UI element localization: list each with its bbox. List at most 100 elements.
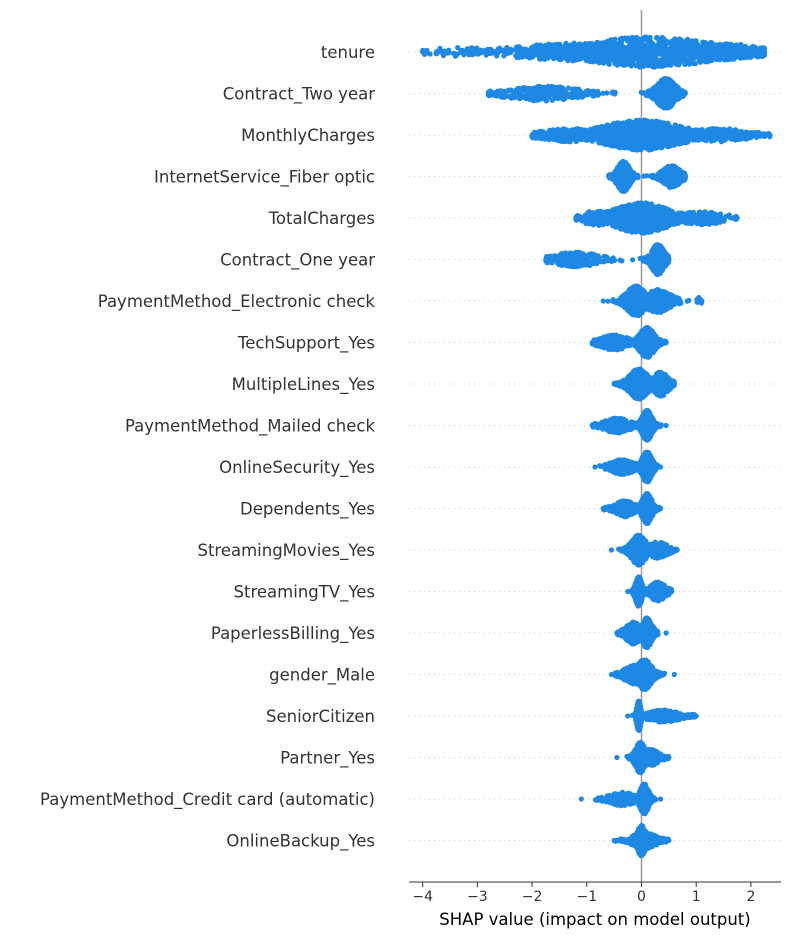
data-point xyxy=(618,144,624,150)
data-point xyxy=(541,86,548,92)
data-point xyxy=(579,129,585,135)
data-point xyxy=(709,42,715,48)
data-point xyxy=(490,90,496,96)
data-point xyxy=(552,137,558,143)
data-point xyxy=(543,46,549,52)
data-point xyxy=(537,133,543,140)
data-point xyxy=(505,87,511,93)
data-point xyxy=(680,133,686,139)
feature-row-points xyxy=(420,34,768,70)
data-point xyxy=(612,176,618,182)
data-point xyxy=(501,94,507,100)
data-point xyxy=(603,53,609,59)
data-point xyxy=(659,49,665,56)
data-point xyxy=(610,55,616,61)
data-point xyxy=(603,134,609,140)
data-point xyxy=(668,51,674,57)
data-point xyxy=(663,76,670,82)
data-point xyxy=(469,45,475,51)
data-point xyxy=(666,143,672,149)
data-point xyxy=(514,89,520,95)
data-point xyxy=(560,51,566,57)
data-point xyxy=(647,38,654,44)
data-point xyxy=(588,53,594,59)
data-point xyxy=(666,57,672,63)
data-point xyxy=(659,35,665,41)
data-point xyxy=(572,132,578,138)
data-point xyxy=(664,97,670,103)
data-point xyxy=(745,132,751,138)
data-point xyxy=(519,48,525,54)
data-points xyxy=(420,34,773,859)
data-point xyxy=(546,84,552,90)
data-point xyxy=(450,50,456,56)
data-point xyxy=(612,141,619,147)
data-point xyxy=(537,56,543,62)
data-point xyxy=(643,34,649,40)
data-point xyxy=(672,168,679,174)
data-point xyxy=(641,131,647,137)
data-point xyxy=(715,134,721,141)
data-point xyxy=(633,34,640,41)
data-point xyxy=(676,50,682,56)
data-point xyxy=(682,90,688,97)
data-point xyxy=(658,145,664,151)
data-point xyxy=(529,95,536,101)
data-point xyxy=(767,132,773,138)
data-point xyxy=(561,43,567,50)
data-point xyxy=(513,53,519,59)
data-point xyxy=(437,45,443,51)
data-point xyxy=(623,145,629,151)
data-point xyxy=(702,39,708,46)
data-point xyxy=(625,182,631,188)
data-point xyxy=(649,145,655,151)
data-point xyxy=(737,136,743,142)
data-point xyxy=(700,44,707,50)
data-point xyxy=(645,49,652,55)
data-point xyxy=(643,62,649,68)
data-point xyxy=(665,182,671,188)
data-point xyxy=(620,35,627,42)
data-point xyxy=(546,137,552,143)
data-point xyxy=(673,140,680,146)
data-point xyxy=(640,144,646,150)
data-point xyxy=(541,91,547,97)
data-point xyxy=(502,50,509,57)
data-point xyxy=(666,176,672,183)
data-point xyxy=(553,55,559,61)
data-point xyxy=(534,50,540,56)
data-point xyxy=(752,50,758,56)
data-point xyxy=(427,51,433,57)
data-point xyxy=(571,40,577,46)
data-point xyxy=(613,121,619,127)
data-point xyxy=(573,137,579,143)
data-point xyxy=(586,41,592,47)
data-point xyxy=(670,79,676,86)
data-point xyxy=(748,45,754,51)
feature-row-points xyxy=(485,75,688,111)
data-point xyxy=(619,122,625,128)
data-point xyxy=(716,128,722,134)
data-point xyxy=(663,39,669,45)
data-point xyxy=(646,124,652,130)
data-point xyxy=(552,92,558,98)
data-point xyxy=(627,131,633,137)
data-point xyxy=(574,56,580,62)
data-point xyxy=(762,49,768,55)
data-point xyxy=(672,36,678,42)
data-point xyxy=(631,38,637,45)
data-point xyxy=(641,48,647,54)
data-point xyxy=(530,44,536,50)
data-point xyxy=(469,50,475,57)
data-point xyxy=(615,47,622,54)
data-point xyxy=(718,55,724,61)
data-point xyxy=(618,164,624,170)
data-point xyxy=(608,46,614,52)
data-point xyxy=(672,60,678,66)
data-point xyxy=(665,163,672,169)
data-point xyxy=(583,55,590,61)
feature-row-points xyxy=(573,200,740,236)
data-point xyxy=(626,173,633,179)
data-point xyxy=(626,140,632,146)
data-point xyxy=(745,54,751,60)
